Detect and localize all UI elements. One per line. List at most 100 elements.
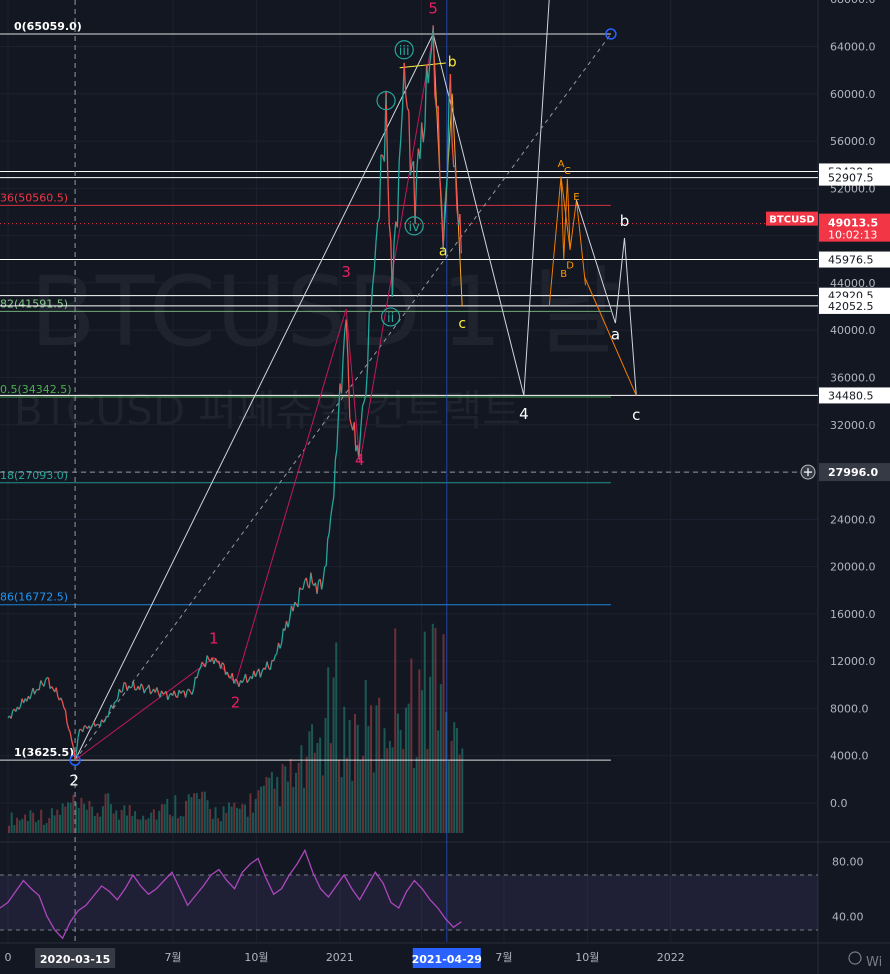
- price-candle: [269, 660, 273, 670]
- projection-path-line[interactable]: [74, 0, 554, 761]
- price-candle: [94, 723, 98, 727]
- settings-gear-icon[interactable]: [848, 951, 862, 965]
- price-candle: [330, 505, 333, 517]
- volume-bar: [233, 802, 236, 833]
- crosshair-date-label: 2020-03-15: [40, 953, 110, 966]
- price-candle: [327, 532, 330, 540]
- volume-bar: [150, 812, 153, 833]
- trend-diagonal[interactable]: [74, 33, 612, 761]
- price-candle: [55, 687, 59, 697]
- volume-bar: [335, 642, 338, 833]
- volume-bar: [45, 823, 48, 833]
- volume-bar: [50, 808, 53, 833]
- fib-retracement[interactable]: 0(65059.0) 36(50560.5) 82(41591.5) 0.5(3434…: [0, 20, 611, 761]
- wave-label-ring: [376, 91, 396, 111]
- price-candle: [259, 671, 263, 678]
- volume-bar: [40, 809, 43, 833]
- volume-bar: [316, 742, 319, 833]
- volume-bar: [362, 755, 365, 833]
- volume-bar: [375, 705, 378, 833]
- volume-bar: [391, 747, 394, 833]
- price-candle: [180, 690, 183, 694]
- price-tick-label: 12000.0: [830, 655, 876, 668]
- price-candle: [302, 580, 306, 590]
- price-candle: [422, 125, 426, 143]
- volume-bar: [128, 805, 131, 833]
- price-axis[interactable]: 68000.064000.060000.056000.052000.048000…: [830, 0, 876, 810]
- price-candle: [409, 164, 413, 176]
- price-tag-label: 42052.5: [828, 300, 874, 313]
- volume-bar: [166, 798, 169, 833]
- volume-bar: [75, 802, 78, 833]
- price-candle: [156, 687, 159, 693]
- projection-abc-line[interactable]: [584, 276, 637, 396]
- volume-bar: [190, 797, 193, 833]
- volume-bar: [238, 808, 241, 833]
- volume-bar: [294, 772, 297, 833]
- volume-bar: [109, 804, 112, 833]
- price-candle: [281, 628, 284, 644]
- volume-bar: [72, 794, 75, 833]
- price-candle: [90, 725, 93, 730]
- price-candle: [191, 688, 195, 695]
- price-candle: [77, 729, 81, 738]
- price-tick-label: 4000.0: [830, 750, 869, 763]
- highlight-date-box: [412, 948, 481, 968]
- volume-bar: [359, 760, 362, 833]
- price-candle: [378, 154, 382, 219]
- price-candle: [287, 618, 291, 628]
- volume-bar: [386, 748, 389, 833]
- price-candle: [231, 673, 235, 684]
- volume-bar: [152, 809, 155, 833]
- wave-label: b: [448, 55, 457, 71]
- volume-bar: [139, 819, 142, 833]
- volume-bar: [64, 806, 67, 833]
- horizontal-levels[interactable]: [0, 0, 818, 942]
- volume-bar: [230, 806, 233, 833]
- price-tick-label: 24000.0: [830, 513, 876, 526]
- volume-bar: [222, 806, 225, 833]
- volume-bar: [262, 785, 265, 833]
- volume-bar: [185, 800, 188, 833]
- price-tag-box: [819, 251, 890, 268]
- volume-bar: [115, 810, 118, 833]
- price-candle: [206, 655, 210, 660]
- volume-bar: [168, 814, 171, 833]
- fib-level-label: 0.5(34342.5): [0, 383, 72, 396]
- volume-bar: [461, 748, 464, 833]
- price-candle: [324, 565, 327, 568]
- volume-bar: [80, 797, 83, 833]
- volume-bar: [120, 809, 123, 833]
- volume-bar: [437, 730, 440, 833]
- volume-bar: [34, 822, 37, 833]
- volume-bar: [160, 804, 163, 833]
- price-candle: [82, 725, 85, 732]
- volume-bar: [219, 821, 222, 833]
- drawing-lines[interactable]: [69, 0, 637, 766]
- volume-bar: [458, 754, 461, 833]
- price-candle: [84, 725, 87, 728]
- fib-anchor-handle[interactable]: [605, 28, 617, 40]
- price-candle: [219, 662, 223, 669]
- time-axis[interactable]: 07월10월202147월10월20222020-03-152021-04-29…: [5, 948, 883, 970]
- projection-abc-line[interactable]: [575, 200, 637, 396]
- price-candle: [19, 698, 23, 707]
- wave-count-line[interactable]: [74, 33, 434, 761]
- volume-bar: [21, 818, 24, 833]
- rsi-pane[interactable]: 80.00 40.00: [0, 848, 864, 940]
- price-candle: [266, 661, 270, 669]
- wave-label-ring: [404, 216, 424, 236]
- price-candle: [445, 173, 449, 191]
- volume-bar: [396, 713, 399, 833]
- volume-bar: [8, 825, 10, 833]
- price-candle: [294, 601, 297, 605]
- price-series: [7, 25, 462, 761]
- top-marker-line[interactable]: [399, 62, 446, 69]
- time-tick-label: 0: [5, 951, 12, 964]
- volume-bar: [329, 743, 332, 833]
- triangle-pattern-line[interactable]: [560, 176, 571, 250]
- wave-label: C: [564, 166, 571, 177]
- price-candle: [331, 496, 335, 506]
